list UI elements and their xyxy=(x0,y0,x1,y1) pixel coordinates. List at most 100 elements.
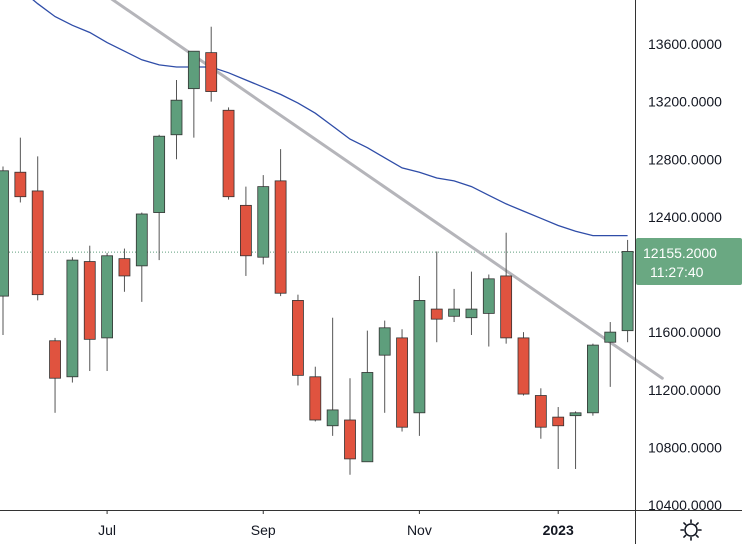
candle xyxy=(517,332,530,396)
candle-body-up xyxy=(187,50,200,90)
candle xyxy=(135,212,148,302)
sun-gear-icon-ray xyxy=(683,522,687,526)
candle xyxy=(482,274,495,347)
x-tick-label: Jul xyxy=(98,522,116,538)
candle-body-down xyxy=(49,340,61,379)
candle-body-down xyxy=(500,275,513,339)
candle xyxy=(257,175,270,265)
candle xyxy=(31,156,44,301)
candlestick-series xyxy=(0,26,634,475)
candle-body-down xyxy=(83,261,96,340)
candle xyxy=(413,275,426,436)
y-tick-label: 11600.0000 xyxy=(648,324,721,340)
candle xyxy=(118,248,131,292)
candle xyxy=(274,149,287,297)
candle xyxy=(534,388,547,439)
last-price-tag-bg xyxy=(636,238,742,285)
candle xyxy=(0,166,9,336)
candle-body-down xyxy=(292,300,304,376)
candle-body-up xyxy=(170,99,183,136)
candle-body-up xyxy=(257,186,270,258)
candle-body-up xyxy=(413,300,426,414)
candle-body-down xyxy=(534,395,547,428)
moving-average-line xyxy=(32,0,628,237)
candle xyxy=(326,317,339,436)
sun-gear-icon-ray xyxy=(695,534,699,538)
y-axis-ticks[interactable]: 13600.0000 13200.0000 12800.0000 12400.0000… xyxy=(648,36,722,513)
candle-body-up xyxy=(378,327,391,356)
sun-gear-icon-core xyxy=(684,523,698,537)
candle xyxy=(465,271,478,336)
candle xyxy=(604,322,617,387)
candle-body-up xyxy=(0,170,9,297)
countdown-timer: 11:27:40 xyxy=(650,264,704,280)
candle xyxy=(187,50,200,138)
y-tick-label: 12800.0000 xyxy=(648,151,722,167)
candle xyxy=(621,239,634,343)
candle xyxy=(396,329,408,432)
candle xyxy=(569,411,582,469)
candle xyxy=(309,366,322,422)
candle xyxy=(361,330,374,463)
candle-body-up xyxy=(66,259,79,378)
x-tick-label: Sep xyxy=(251,522,276,538)
candle-body-down xyxy=(517,337,530,395)
candle-body-up xyxy=(621,251,634,332)
trendline xyxy=(72,0,664,380)
y-tick-label: 13600.0000 xyxy=(648,36,722,52)
candle-body-up xyxy=(326,409,339,427)
moving-average-series xyxy=(32,0,628,237)
candle-body-down xyxy=(344,419,356,460)
candle-body-up xyxy=(465,308,478,319)
y-tick-label: 13200.0000 xyxy=(648,94,722,110)
candle xyxy=(378,320,391,413)
candle-body-up xyxy=(569,412,582,417)
y-tick-label: 11200.0000 xyxy=(648,382,721,398)
candle-body-up xyxy=(482,278,495,314)
candle xyxy=(222,107,235,200)
candle xyxy=(153,134,166,261)
candle xyxy=(170,80,183,160)
x-tick-label: Nov xyxy=(407,522,432,538)
candle-body-down xyxy=(118,258,131,277)
last-price-tag: 12155.2000 11:27:40 xyxy=(636,238,742,285)
sun-gear-icon[interactable] xyxy=(680,519,702,541)
candle xyxy=(205,26,218,102)
sun-gear-icon-ray xyxy=(695,522,699,526)
y-tick-label: 12400.0000 xyxy=(648,209,722,225)
candle xyxy=(430,251,443,343)
candle-body-up xyxy=(604,331,617,343)
y-tick-label: 10400.0000 xyxy=(648,497,722,513)
candle-body-down xyxy=(309,376,322,421)
candle-body-up xyxy=(448,308,461,317)
candle xyxy=(500,232,513,344)
candle xyxy=(66,257,79,383)
sun-gear-icon-ray xyxy=(683,534,687,538)
candle xyxy=(239,186,252,276)
candle-body-down xyxy=(396,337,408,428)
candle xyxy=(448,288,461,323)
candle xyxy=(49,337,61,413)
candle xyxy=(587,343,599,416)
candle-body-up xyxy=(135,213,148,267)
candle-body-down xyxy=(31,190,44,296)
candle-body-up xyxy=(101,255,113,339)
candle-body-down xyxy=(239,204,252,257)
x-axis-ticks[interactable]: Jul Sep Nov 2023 xyxy=(98,510,574,538)
candle xyxy=(292,294,304,386)
candle-body-down xyxy=(552,416,565,427)
candle-body-up xyxy=(587,344,599,414)
candle xyxy=(101,252,113,372)
candle xyxy=(14,137,27,203)
candle-body-up xyxy=(361,372,374,463)
candle-body-down xyxy=(430,308,443,320)
x-tick-label: 2023 xyxy=(543,522,574,538)
candle-body-down xyxy=(205,52,218,92)
candle xyxy=(83,245,96,372)
y-tick-label: 10800.0000 xyxy=(648,439,722,455)
candle xyxy=(552,407,565,469)
last-price-value: 12155.2000 xyxy=(643,245,717,261)
trendline-segment[interactable] xyxy=(72,0,664,380)
